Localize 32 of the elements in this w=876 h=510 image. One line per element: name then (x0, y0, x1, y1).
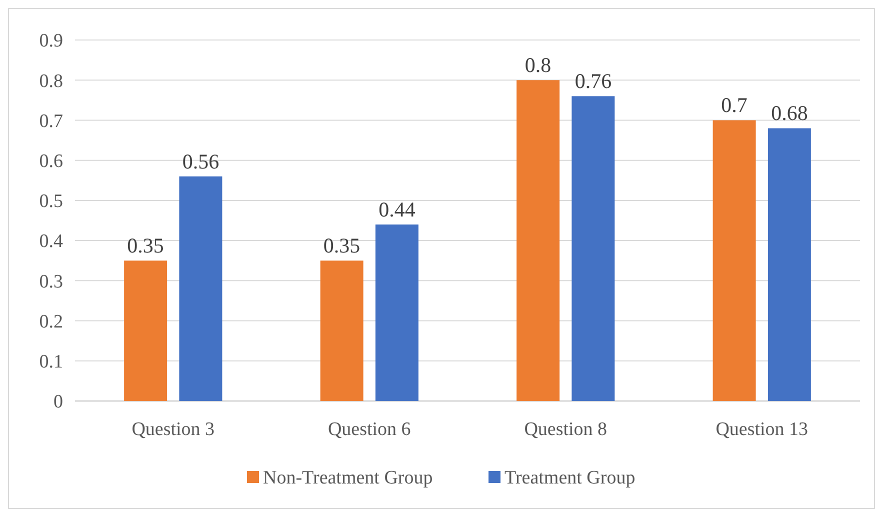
legend-label: Non-Treatment Group (263, 468, 433, 489)
bar (375, 224, 418, 401)
y-tick-label: 0.6 (39, 150, 63, 172)
x-tick-label: Question 13 (716, 419, 808, 440)
bar (320, 260, 364, 401)
y-tick-label: 0.2 (39, 311, 63, 332)
data-label: 0.68 (771, 101, 808, 126)
data-label: 0.76 (574, 69, 612, 94)
x-tick-label: Question 3 (132, 419, 215, 440)
legend-label: Treatment Group (504, 468, 636, 489)
y-tick-label: 0.9 (39, 30, 63, 52)
bar (572, 96, 615, 401)
bar (712, 120, 756, 401)
y-tick-label: 0.8 (39, 70, 63, 92)
y-tick-label: 0.1 (39, 352, 63, 373)
bar (179, 176, 222, 401)
y-tick-label: 0 (54, 392, 63, 413)
y-tick-label: 0.3 (39, 271, 63, 292)
bar (768, 128, 811, 401)
y-tick-label: 0.7 (39, 110, 63, 132)
data-label: 0.35 (323, 234, 360, 258)
data-label: 0.8 (524, 53, 552, 78)
y-tick-label: 0.4 (39, 231, 64, 252)
y-tick-label: 0.5 (39, 191, 63, 212)
x-tick-label: Question 8 (524, 419, 608, 440)
data-label: 0.56 (182, 149, 220, 174)
data-label: 0.35 (127, 234, 164, 258)
data-label: 0.7 (721, 93, 748, 118)
bar (124, 260, 168, 401)
x-tick-label: Question 6 (328, 419, 411, 440)
data-label: 0.44 (378, 198, 416, 222)
bar (516, 80, 560, 401)
